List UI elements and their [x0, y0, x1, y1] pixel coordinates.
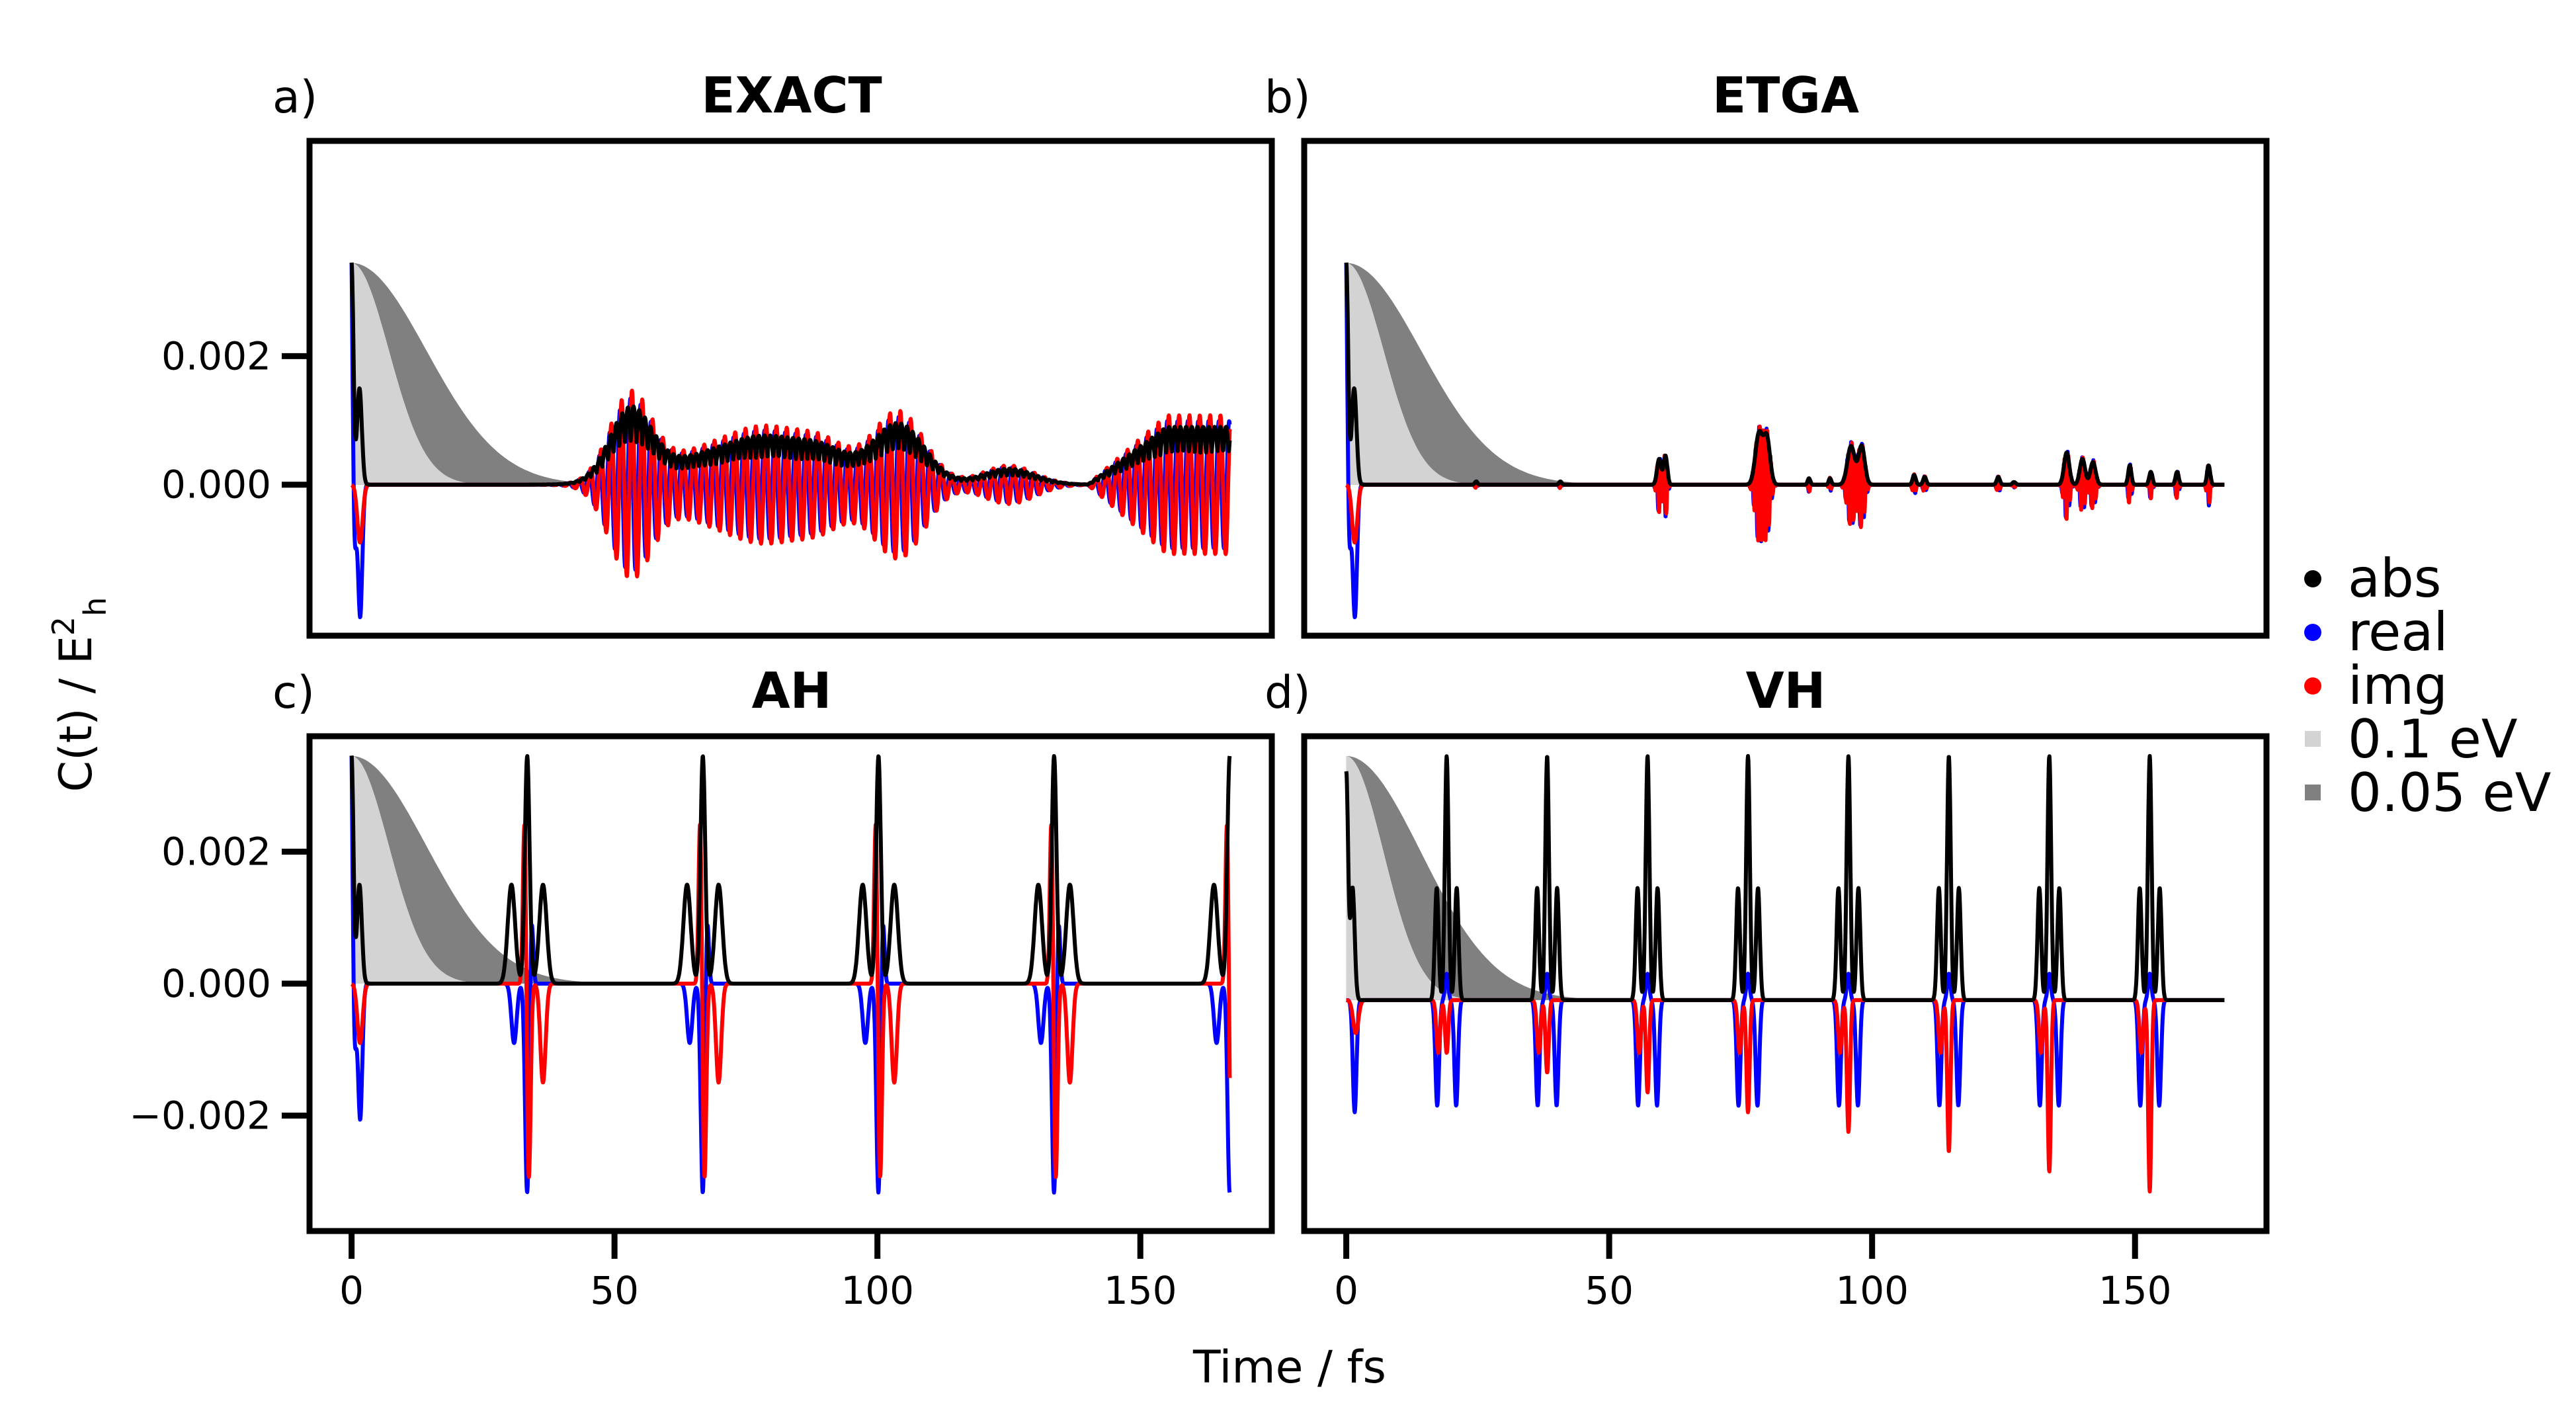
- plot-area-0: [349, 262, 1232, 620]
- panel-c-letter: c): [272, 667, 315, 719]
- plot-area-3: [1344, 753, 2226, 1194]
- envelope-0.05ev: [351, 755, 667, 984]
- y-tick-label: 0.002: [161, 830, 271, 874]
- x-tick-label: 50: [590, 1268, 639, 1313]
- x-axis-label: Time / fs: [1192, 1341, 1386, 1394]
- axes-frame: [1301, 138, 2270, 639]
- envelope-0.1ev: [351, 755, 667, 984]
- series-abs: [1344, 262, 2226, 487]
- y-tick-label: −0.002: [129, 1093, 271, 1138]
- panel-a: a) EXACT 0.002 0.000: [161, 66, 1275, 639]
- panel-c: c) AH 0.002 0.000 −0.002 0 50 100 150: [129, 661, 1275, 1313]
- legend-marker-abs: [2304, 570, 2321, 587]
- legend: abs real img 0.1 eV 0.05 eV: [2304, 548, 2552, 824]
- y-tick-label: 0.000: [161, 961, 271, 1006]
- legend-marker-0.1ev: [2305, 731, 2321, 747]
- x-tick-label: 0: [1334, 1268, 1358, 1313]
- envelope-0.1ev: [351, 263, 667, 485]
- envelope-0.1ev: [1346, 263, 1662, 485]
- x-tick-label: 100: [841, 1268, 914, 1313]
- legend-label-0.05ev: 0.05 eV: [2348, 762, 2552, 824]
- x-tick-label: 150: [2098, 1268, 2172, 1313]
- envelope-0.05ev: [351, 263, 667, 485]
- series-abs: [349, 754, 1232, 986]
- panel-a-letter: a): [272, 71, 317, 124]
- envelope-0.05ev: [1346, 755, 1662, 1000]
- panel-b-title: ETGA: [1712, 66, 1859, 124]
- panel-b: b) ETGA: [1265, 66, 2270, 639]
- series-abs: [349, 262, 1232, 487]
- legend-marker-0.05ev: [2305, 785, 2321, 800]
- y-tick-label: 0.002: [161, 333, 271, 378]
- series-img: [350, 822, 1232, 1179]
- axes-frame: [306, 138, 1275, 639]
- series-img: [1345, 998, 2226, 1194]
- legend-marker-real: [2304, 624, 2321, 641]
- x-tick-label: 0: [339, 1268, 364, 1313]
- legend-label-img: img: [2348, 655, 2448, 716]
- panel-a-title: EXACT: [701, 66, 882, 124]
- panel-c-title: AH: [752, 661, 832, 720]
- plot-area-1: [1344, 262, 2226, 620]
- axes-frame: [1301, 733, 2270, 1234]
- legend-label-0.1ev: 0.1 eV: [2348, 708, 2518, 770]
- x-tick-label: 50: [1585, 1268, 1634, 1313]
- panel-d: d) VH 0 50 100 150: [1265, 661, 2270, 1313]
- envelope-0.05ev: [1346, 263, 1662, 485]
- x-tick-label: 100: [1835, 1268, 1909, 1313]
- panel-d-title: VH: [1746, 661, 1826, 720]
- envelope-0.1ev: [1346, 755, 1662, 1000]
- series-abs: [1344, 753, 2226, 1002]
- y-tick-label: 0.000: [161, 462, 271, 507]
- legend-label-real: real: [2348, 601, 2448, 663]
- y-axis-label: C(t) / E2h: [46, 597, 113, 792]
- panel-d-letter: d): [1265, 667, 1311, 719]
- x-tick-label: 150: [1104, 1268, 1177, 1313]
- legend-label-abs: abs: [2348, 548, 2441, 609]
- panel-b-letter: b): [1265, 71, 1311, 124]
- legend-marker-img: [2304, 677, 2321, 695]
- plot-area-2: [349, 754, 1232, 1195]
